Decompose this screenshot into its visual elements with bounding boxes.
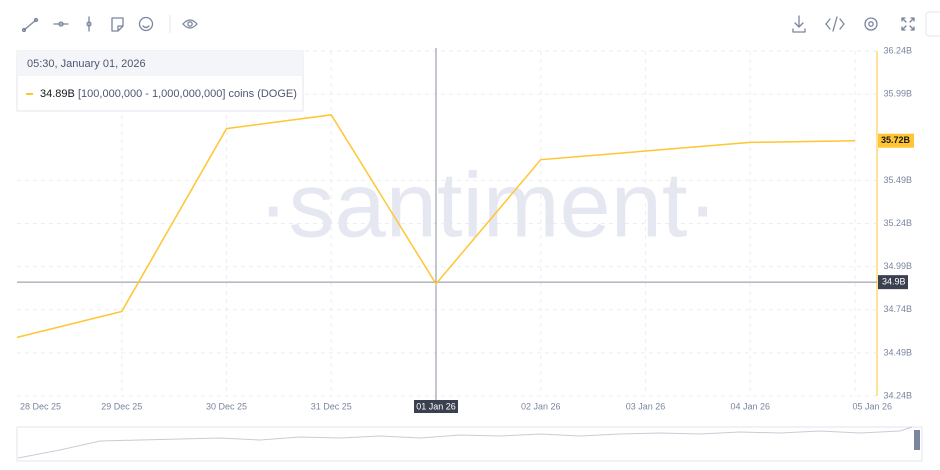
x-tick-label: 31 Dec 25 (311, 401, 352, 411)
tool-note[interactable] (112, 18, 123, 31)
tooltip-time: 05:30, January 01, 2026 (27, 58, 146, 70)
navigator[interactable] (17, 427, 922, 461)
crosshair-y-label: 34.9B (882, 277, 906, 287)
y-tick-label: 35.24B (883, 218, 912, 228)
tool-vline[interactable] (87, 17, 91, 31)
x-tick-label: 29 Dec 25 (101, 401, 142, 411)
last-value-label: 35.72B (881, 135, 911, 145)
y-tick-label: 36.24B (883, 45, 912, 55)
tool-visibility[interactable] (183, 20, 197, 28)
y-tick-label: 34.74B (883, 304, 912, 314)
tool-hline[interactable] (54, 22, 68, 26)
y-tick-label: 34.24B (883, 390, 912, 400)
x-tick-label: 28 Dec 25 (20, 401, 61, 411)
y-tick-label: 35.49B (883, 175, 912, 185)
y-tick-label: 35.99B (883, 89, 912, 99)
tool-settings[interactable] (865, 18, 877, 30)
tool-download[interactable] (793, 16, 805, 32)
tool-emoji[interactable] (140, 18, 153, 31)
tooltip-value: 34.89B (40, 88, 75, 100)
toolbar (23, 12, 940, 36)
tooltip-series-name: [100,000,000 - 1,000,000,000] coins (DOG… (78, 88, 297, 100)
x-tick-label: 05 Jan 26 (852, 401, 892, 411)
navigator-handle[interactable] (914, 430, 920, 450)
tool-fullscreen[interactable] (902, 18, 914, 30)
y-tick-label: 34.49B (883, 347, 912, 357)
y-tick-label: 34.99B (883, 261, 912, 271)
x-tick-label: 02 Jan 26 (521, 401, 561, 411)
tool-line[interactable] (23, 19, 38, 32)
x-tick-label: 04 Jan 26 (730, 401, 770, 411)
x-tick-label: 30 Dec 25 (206, 401, 247, 411)
x-tick-label: 01 Jan 26 (416, 401, 456, 411)
x-tick-label: 03 Jan 26 (626, 401, 666, 411)
tooltip: 05:30, January 01, 2026 34.89B [100,000,… (17, 51, 303, 111)
watermark: ·santiment· (258, 154, 718, 256)
side-panel-toggle[interactable] (926, 12, 940, 36)
tool-embed[interactable] (826, 17, 844, 31)
